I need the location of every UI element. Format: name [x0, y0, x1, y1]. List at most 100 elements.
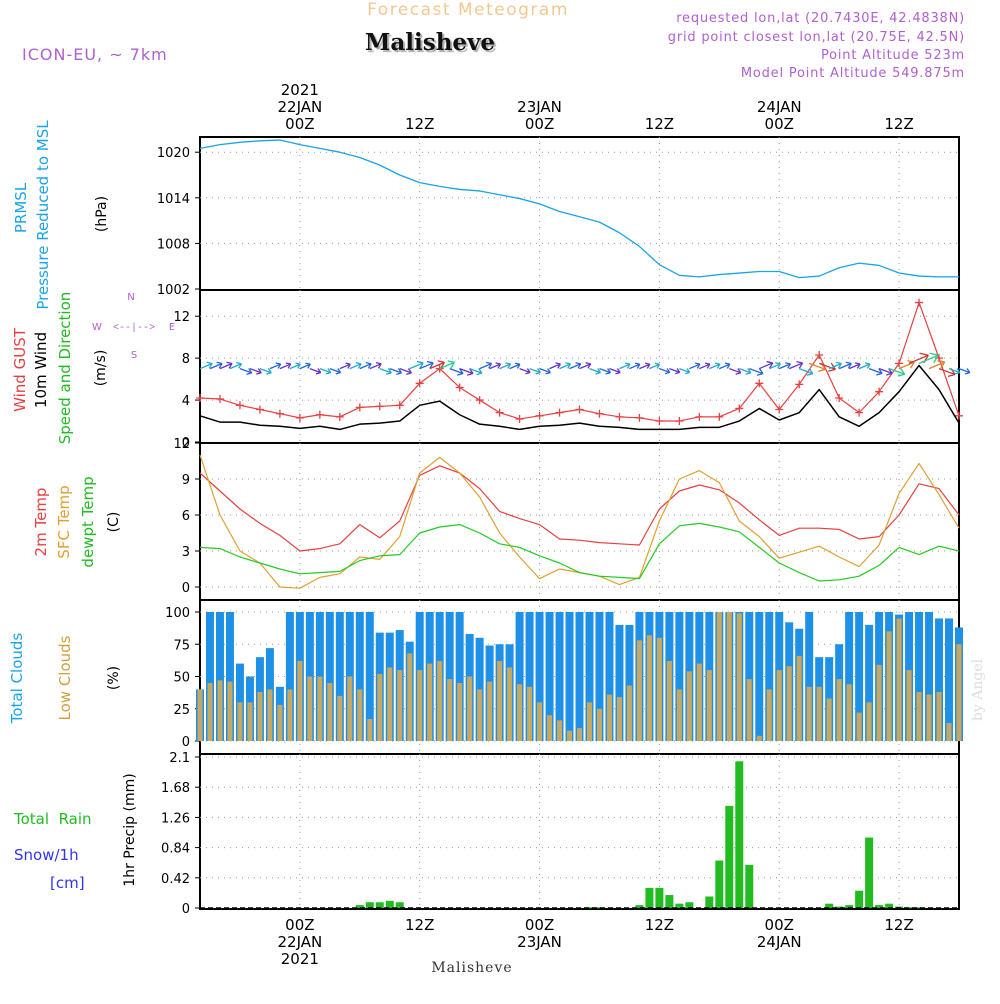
wind-arrow [229, 363, 242, 370]
wind-marker [235, 401, 244, 410]
wind-arrow-head [486, 361, 493, 369]
wind-arrow [199, 362, 213, 370]
rain-bar [355, 905, 364, 908]
temp-unit: (C) [106, 512, 122, 533]
wind-marker [495, 408, 504, 417]
precipitation-ytick-label: 1.68 [161, 781, 190, 796]
total-clouds-bar [915, 612, 924, 741]
wind-arrow [729, 368, 741, 374]
wind-arrow-head [595, 368, 602, 375]
low-clouds-bar [906, 670, 912, 741]
wind-marker [835, 393, 844, 402]
clouds-bars [196, 612, 963, 741]
wind-arrow-head [625, 362, 631, 369]
wind-marker [695, 412, 704, 421]
clouds-ytick-label: 75 [173, 638, 190, 653]
bottom-tick-label: 00Z [285, 916, 314, 934]
temperature-ytick-label: 12 [173, 437, 190, 452]
gust-label: Wind GUST [11, 327, 29, 412]
wind-marker [655, 417, 664, 426]
wind-arrow [689, 363, 701, 370]
wind-arrow [639, 363, 651, 370]
wind-arrow [928, 361, 945, 370]
wind-arrow [699, 363, 711, 370]
low-clouds-bar [676, 689, 682, 741]
wind-arrow [888, 368, 905, 375]
wind-arrow-head [674, 368, 681, 375]
wind-series-wind-gust [196, 298, 963, 426]
wind-arrow [868, 368, 883, 374]
wind-arrow [259, 368, 272, 374]
wind-arrow-head [735, 368, 742, 375]
pressure-ytick-label: 1014 [157, 192, 190, 207]
wind-marker [715, 412, 724, 421]
low-clouds-bar [337, 695, 343, 741]
wind-arrow [299, 363, 311, 370]
wind-dir-label: Speed and Direction [56, 292, 74, 445]
total-clouds-bar [445, 612, 454, 741]
wind-arrow [778, 363, 791, 370]
wind-arrow-head [236, 361, 243, 369]
wind-marker [775, 405, 784, 414]
wind-arrow-head [476, 368, 483, 376]
low-clouds-bar [916, 691, 922, 741]
wind-arrow-head [937, 359, 946, 369]
wind-arrow-head [745, 368, 752, 375]
low-clouds-bar [347, 676, 353, 741]
wind-arrow-head [345, 362, 351, 369]
low-clouds-bar [756, 735, 762, 741]
prmsl-long-label: Pressure Reduced to MSL [34, 120, 52, 310]
wind-arrow-head [644, 362, 651, 369]
wind-arrow [239, 368, 252, 374]
wind-marker [415, 379, 424, 388]
compass-w: W [92, 322, 102, 333]
wind-marker [535, 411, 544, 420]
wind-arrow-head [315, 368, 322, 375]
temperature-series-2m-temp [199, 465, 960, 552]
wind-arrow [739, 368, 751, 374]
wind-arrow-head [525, 368, 531, 375]
wind-arrow-head [756, 368, 764, 376]
wind-arrow [669, 368, 680, 374]
total-clouds-bar [545, 612, 554, 741]
bottom-tick-label: 00Z [525, 916, 554, 934]
top-tick-label: 12Z [405, 115, 434, 133]
top-tick-label: 23JAN [517, 98, 562, 116]
precipitation-ytick-label: 2.1 [169, 751, 190, 766]
wind-ytick-label: 8 [182, 352, 190, 367]
wind-arrow-head [505, 362, 512, 369]
wind-marker [895, 359, 904, 368]
low-clouds-bar [307, 676, 313, 741]
wind-arrow [759, 362, 773, 370]
dew-label: dewpt Temp [79, 476, 97, 567]
compass-s: S [131, 350, 137, 361]
wind-marker [795, 380, 804, 389]
low-clouds-bar [547, 715, 553, 741]
footer-location: Malisheve [431, 960, 512, 976]
low-clouds-bar [626, 685, 632, 741]
wind-arrow-head [585, 362, 592, 369]
wind-arrow [429, 361, 445, 370]
low-clouds-bar [467, 676, 473, 741]
low-clouds-bar [267, 689, 273, 741]
wind-marker [555, 408, 564, 417]
wind-arrow-head [226, 361, 233, 369]
total-clouds-bar [535, 612, 544, 741]
low-clouds-bar [527, 686, 533, 741]
bottom-tick-label: 22JAN [278, 933, 323, 951]
wind-arrow-head [929, 352, 939, 364]
wind-arrow [858, 363, 871, 370]
rain-bar [705, 896, 714, 908]
total-clouds-bar [865, 624, 874, 741]
total-clouds-bar [945, 618, 954, 741]
wind-arrow [609, 368, 621, 374]
wind-arrow [349, 363, 362, 370]
bottom-tick-label: 12Z [405, 916, 434, 934]
bottom-tick-label: 12Z [645, 916, 674, 934]
wind-arrow-head [954, 368, 961, 375]
wind-arrow [509, 363, 521, 370]
wind-direction-arrows [199, 352, 971, 378]
wind-arrow-head [285, 362, 292, 369]
low-clouds-bar [726, 612, 732, 741]
